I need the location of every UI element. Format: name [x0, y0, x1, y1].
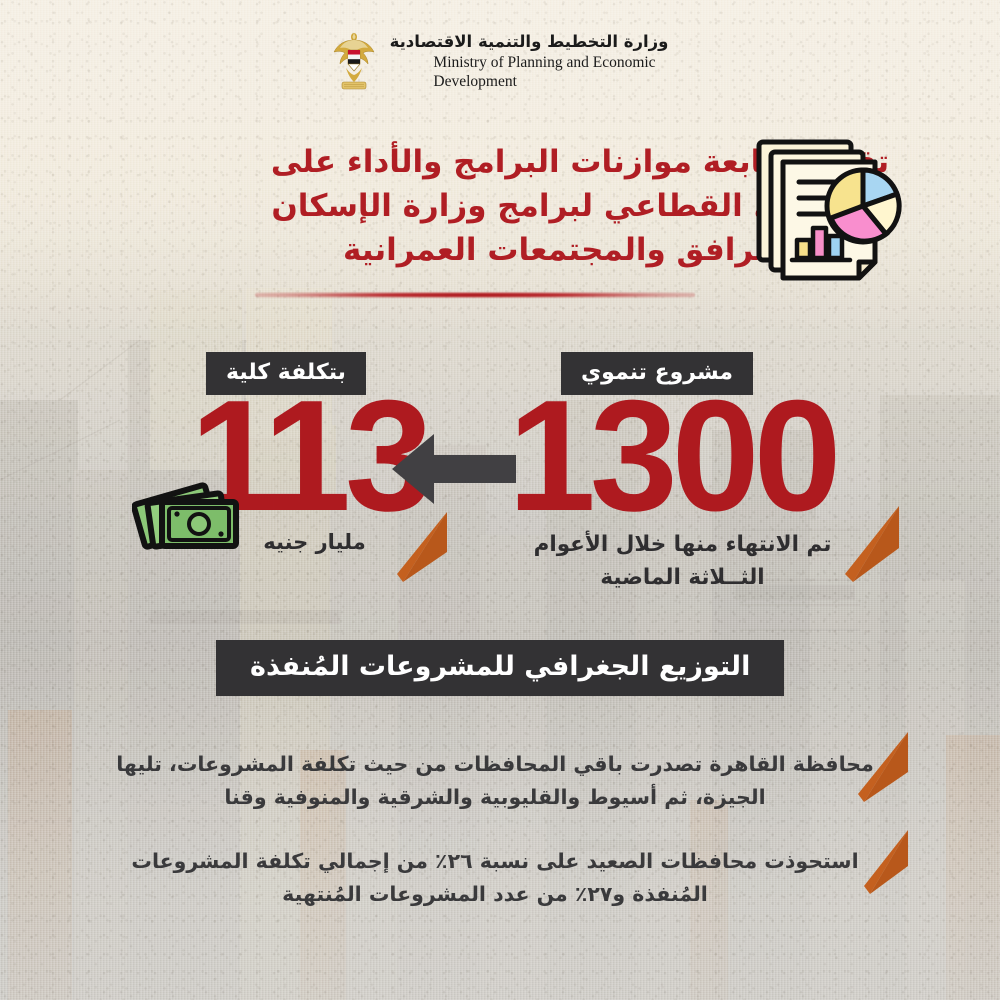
dart-accent-icon-4: [864, 830, 908, 894]
bottom-concrete-wash: [0, 670, 1000, 1000]
banknotes-money-icon: [132, 482, 239, 550]
ministry-logo: وزارة التخطيط والتنمية الاقتصادية Minist…: [0, 28, 1000, 94]
status-badge-total-cost: بتكلفة كلية: [206, 352, 366, 395]
projects-count-value: 1300: [508, 368, 841, 544]
status-badge-projects: مشروع تنموي: [561, 352, 754, 395]
dart-accent-icon-3: [858, 732, 908, 802]
dart-accent-icon-1: [845, 506, 899, 582]
report-document-chart-icon: [756, 139, 902, 281]
ministry-name-english: Ministry of Planning and Economic Develo…: [433, 53, 656, 90]
title-line-3: والمرافق والمجتمعات العمرانية: [343, 232, 817, 269]
section-header-geographic-distribution: التوزيع الجغرافي للمشروعات المُنفذة: [216, 640, 785, 696]
eagle-of-saladin-emblem-icon: [333, 33, 375, 90]
page-title: تقرير مُتابعة موازنات البرامج والأداء عل…: [260, 140, 900, 272]
projects-note: تم الانتهاء منها خلال الأعوام الثــلاثة …: [533, 532, 832, 591]
ministry-name-arabic: وزارة التخطيط والتنمية الاقتصادية: [389, 32, 669, 51]
total-cost-unit: مليار جنيه: [263, 530, 366, 554]
title-divider: [255, 292, 695, 298]
bullet-point-governorates: محافظة القاهرة تصدرت باقي المحافظات من ح…: [116, 752, 874, 810]
ministry-logo-text: وزارة التخطيط والتنمية الاقتصادية Minist…: [390, 28, 669, 91]
bullet-point-upper-egypt-share: استحوذت محافظات الصعيد على نسبة ٢٦٪ من إ…: [131, 849, 859, 907]
left-arrow-icon: [392, 434, 516, 504]
dart-accent-icon-2: [397, 512, 447, 582]
